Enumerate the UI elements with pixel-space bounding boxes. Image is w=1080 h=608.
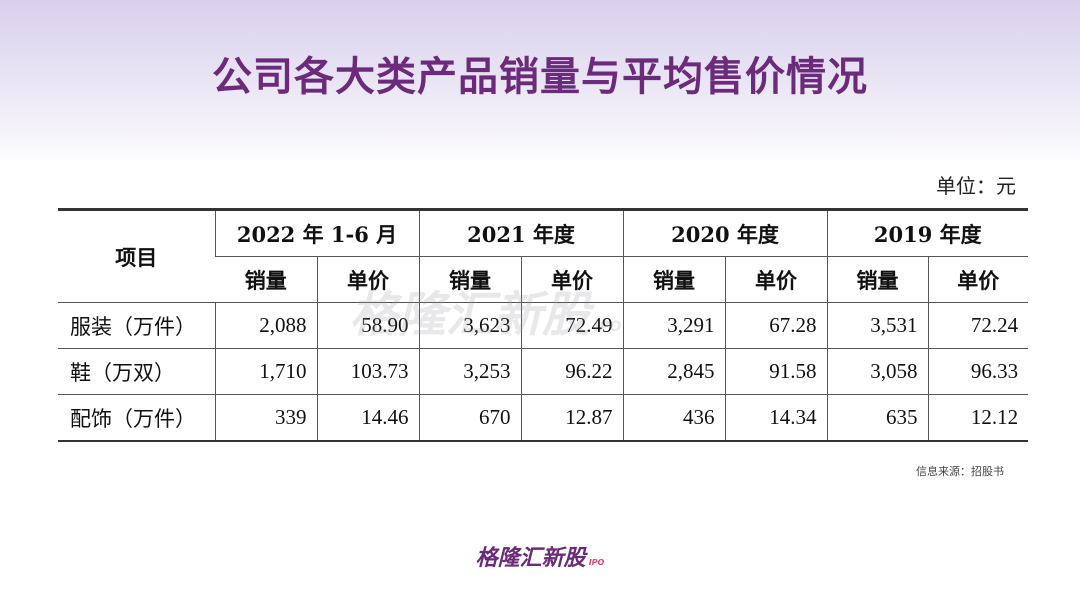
row-label: 配饰（万件） (58, 394, 215, 442)
table-cell: 1,710 (214, 348, 317, 395)
table-cell: 14.46 (316, 394, 420, 442)
period-header: 2021 年度 (418, 208, 624, 257)
volume-header: 销量 (418, 256, 522, 303)
table-cell: 3,531 (826, 302, 929, 349)
table-cell: 96.22 (520, 348, 624, 395)
table-cell: 635 (826, 394, 929, 442)
volume-header: 销量 (826, 256, 929, 303)
price-header: 单价 (316, 256, 420, 303)
period-header-row: 项目 2022 年 1-6 月 2021 年度 2020 年度 2019 年度 (58, 208, 1029, 303)
period-header: 2022 年 1-6 月 (214, 208, 420, 257)
table-cell: 91.58 (724, 348, 828, 395)
price-header: 单价 (520, 256, 624, 303)
volume-header: 销量 (215, 256, 317, 303)
period-header: 2019 年度 (826, 208, 1029, 257)
source-note: 信息来源：招股书 (916, 465, 1004, 478)
table-cell: 96.33 (927, 348, 1029, 395)
table-cell: 72.49 (520, 302, 624, 349)
table-cell: 67.28 (724, 302, 828, 349)
table-cell: 3,253 (418, 348, 522, 395)
unit-label: 单位：元 (936, 174, 1016, 198)
table-cell: 3,058 (826, 348, 929, 395)
period-header: 2020 年度 (622, 208, 828, 257)
table-row: 服装（万件） 2,088 58.90 3,623 72.49 3,291 67.… (58, 302, 1029, 349)
table-cell: 670 (418, 394, 522, 442)
table-cell: 2,088 (214, 302, 317, 349)
logo-ipo: IPO (588, 558, 605, 567)
table-cell: 12.87 (520, 394, 624, 442)
table-cell: 72.24 (927, 302, 1029, 349)
row-label: 鞋（万双） (58, 348, 215, 395)
price-header: 单价 (724, 256, 828, 303)
table-cell: 436 (622, 394, 726, 442)
volume-header: 销量 (622, 256, 726, 303)
brand-logo: 格隆汇新股 IPO (0, 540, 1080, 572)
table-cell: 2,845 (622, 348, 726, 395)
table-row: 鞋（万双） 1,710 103.73 3,253 96.22 2,845 91.… (58, 348, 1029, 395)
logo-text: 格隆汇新股 (475, 546, 586, 571)
table-cell: 12.12 (927, 394, 1029, 442)
table-cell: 103.73 (316, 348, 420, 395)
table-cell: 3,623 (418, 302, 522, 349)
table-row: 配饰（万件） 339 14.46 670 12.87 436 14.34 635… (58, 394, 1029, 442)
table-cell: 14.34 (724, 394, 828, 442)
table-cell: 339 (214, 394, 317, 442)
table-cell: 3,291 (622, 302, 726, 349)
row-label: 服装（万件） (58, 302, 215, 349)
page-title: 公司各大类产品销量与平均售价情况 (212, 53, 868, 100)
sub-header-row: 销量 单价 销量 单价 销量 单价 销量 单价 (58, 256, 1029, 303)
price-header: 单价 (927, 256, 1029, 303)
table-cell: 58.90 (316, 302, 420, 349)
sales-price-table: 项目 2022 年 1-6 月 2021 年度 2020 年度 2019 年度 … (58, 208, 1029, 442)
item-header: 项目 (58, 208, 215, 303)
